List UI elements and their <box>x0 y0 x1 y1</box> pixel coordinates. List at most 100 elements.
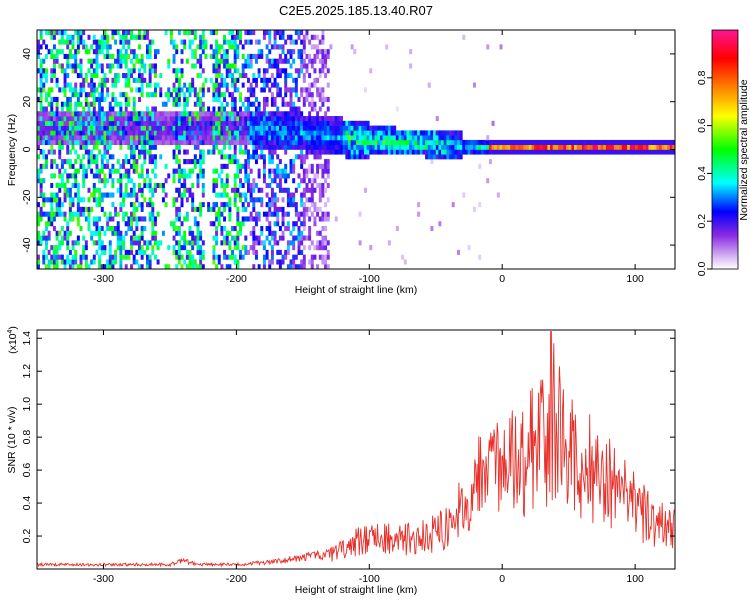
spectrogram-cell <box>177 216 181 222</box>
spectrogram-cell <box>193 139 197 146</box>
spectrogram-cell <box>433 144 437 150</box>
spectrogram-cell <box>145 53 149 59</box>
spectrogram-cell <box>611 149 615 155</box>
spectrogram-cell <box>103 44 107 50</box>
spectrogram-cell <box>199 87 203 93</box>
spectrogram-cell <box>71 135 75 141</box>
spectrogram-cell <box>270 63 274 69</box>
spectrogram-cell <box>209 130 213 136</box>
spectrogram-cell <box>669 149 673 155</box>
spectrogram-cell <box>310 259 314 265</box>
spectrogram-cell <box>326 125 330 131</box>
spectrogram-cell <box>119 163 123 169</box>
spectrogram-cell <box>140 216 144 222</box>
spectrogram-cell <box>188 168 192 174</box>
spectrogram-cell <box>220 163 224 169</box>
spectrogram-cell <box>233 101 237 107</box>
spectrogram-cell <box>140 87 144 93</box>
spectrogram-cell <box>611 139 615 146</box>
spectrogram-cell <box>297 130 301 136</box>
spectrogram-cell <box>122 163 126 169</box>
spectrogram-cell <box>122 116 126 122</box>
spectrogram-cell <box>297 154 301 160</box>
spectrogram-cell <box>337 130 341 136</box>
spectrogram-cell <box>44 225 48 232</box>
spectrogram-cell <box>305 149 309 155</box>
spectrogram-cell <box>199 230 203 236</box>
spectrogram-cell <box>446 130 450 136</box>
spectrogram-cell <box>68 49 72 55</box>
spectrogram-cell <box>185 101 189 107</box>
spectrogram-cell <box>313 106 317 112</box>
spectrogram-cell <box>55 111 59 117</box>
spectrogram-cell <box>153 182 157 189</box>
spectrogram-cell <box>209 125 213 131</box>
spectrogram-cell <box>228 125 232 131</box>
spectrogram-cell <box>281 68 285 74</box>
spectrogram-cell <box>270 149 274 155</box>
spectrogram-cell <box>143 77 147 83</box>
spectrogram-cell <box>640 144 644 150</box>
spectrogram-cell <box>106 39 110 45</box>
spectrogram-cell <box>249 53 253 59</box>
spectrogram-cell <box>116 63 120 69</box>
spectrogram-cell <box>79 130 83 136</box>
spectrogram-cell <box>515 139 519 146</box>
spectrogram-cell <box>52 96 56 102</box>
spectrogram-cell <box>130 68 133 74</box>
spectrogram-cell <box>140 77 144 83</box>
spectrogram-cell <box>209 30 213 36</box>
spectrogram-cell <box>276 144 280 150</box>
spectrogram-cell <box>116 125 120 131</box>
spectrogram-cell <box>379 139 383 146</box>
spectrogram-cell <box>342 149 346 155</box>
spectrogram-cell <box>520 149 524 155</box>
spectrogram-cell <box>111 135 115 141</box>
spectrogram-cell <box>462 139 466 146</box>
spectrogram-cell <box>37 116 40 122</box>
spectrogram-cell <box>175 68 179 74</box>
spectrogram-cell <box>82 163 86 169</box>
spectrogram-cell <box>276 206 280 212</box>
spectrogram-cell <box>79 264 83 269</box>
spectrogram-cell <box>138 245 141 251</box>
spectrogram-cell <box>183 168 187 174</box>
spectrogram-cell <box>84 139 88 146</box>
spectrogram-cell <box>318 73 322 79</box>
spectrogram-cell <box>292 235 296 241</box>
spectrogram-cell <box>175 92 179 98</box>
spectrogram-cell <box>228 30 232 36</box>
spectrogram-cell <box>191 264 195 269</box>
spectrogram-cell <box>581 139 585 146</box>
spectrogram-cell <box>308 144 312 150</box>
spectrogram-cell <box>143 125 147 131</box>
spectrogram-cell <box>90 230 94 236</box>
spectrogram-cell <box>286 240 290 246</box>
spectrogram-cell <box>60 39 64 45</box>
spectrogram-cell <box>92 159 96 165</box>
spectrogram-cell <box>252 125 256 131</box>
spectrogram-cell <box>188 259 192 265</box>
spectrogram-cell <box>90 77 94 83</box>
spectrogram-cell <box>262 135 266 141</box>
spectrogram-cell <box>441 149 445 155</box>
spectrogram-cell <box>100 159 104 165</box>
spectrogram-cell <box>231 249 235 255</box>
spectrogram-cell <box>52 192 56 198</box>
spectrogram-cell <box>603 139 607 146</box>
spectrogram-cell <box>300 163 304 169</box>
spectrogram-cell <box>249 63 253 69</box>
spectrogram-cell <box>220 149 224 155</box>
spectrogram-cell <box>180 182 184 189</box>
spectrogram-cell <box>90 154 94 160</box>
spectrogram-cell <box>276 106 280 112</box>
spectrogram-cell <box>228 44 232 50</box>
spectrogram-cell <box>172 139 176 146</box>
spectrogram-cell <box>326 68 330 74</box>
spectrogram-cell <box>201 139 205 146</box>
spectrogram-cell <box>326 173 330 179</box>
spectrogram-cell <box>116 116 120 122</box>
spectrogram-cell <box>151 235 155 241</box>
spectrogram-cell <box>66 63 70 69</box>
spectrogram-cell <box>74 53 78 59</box>
